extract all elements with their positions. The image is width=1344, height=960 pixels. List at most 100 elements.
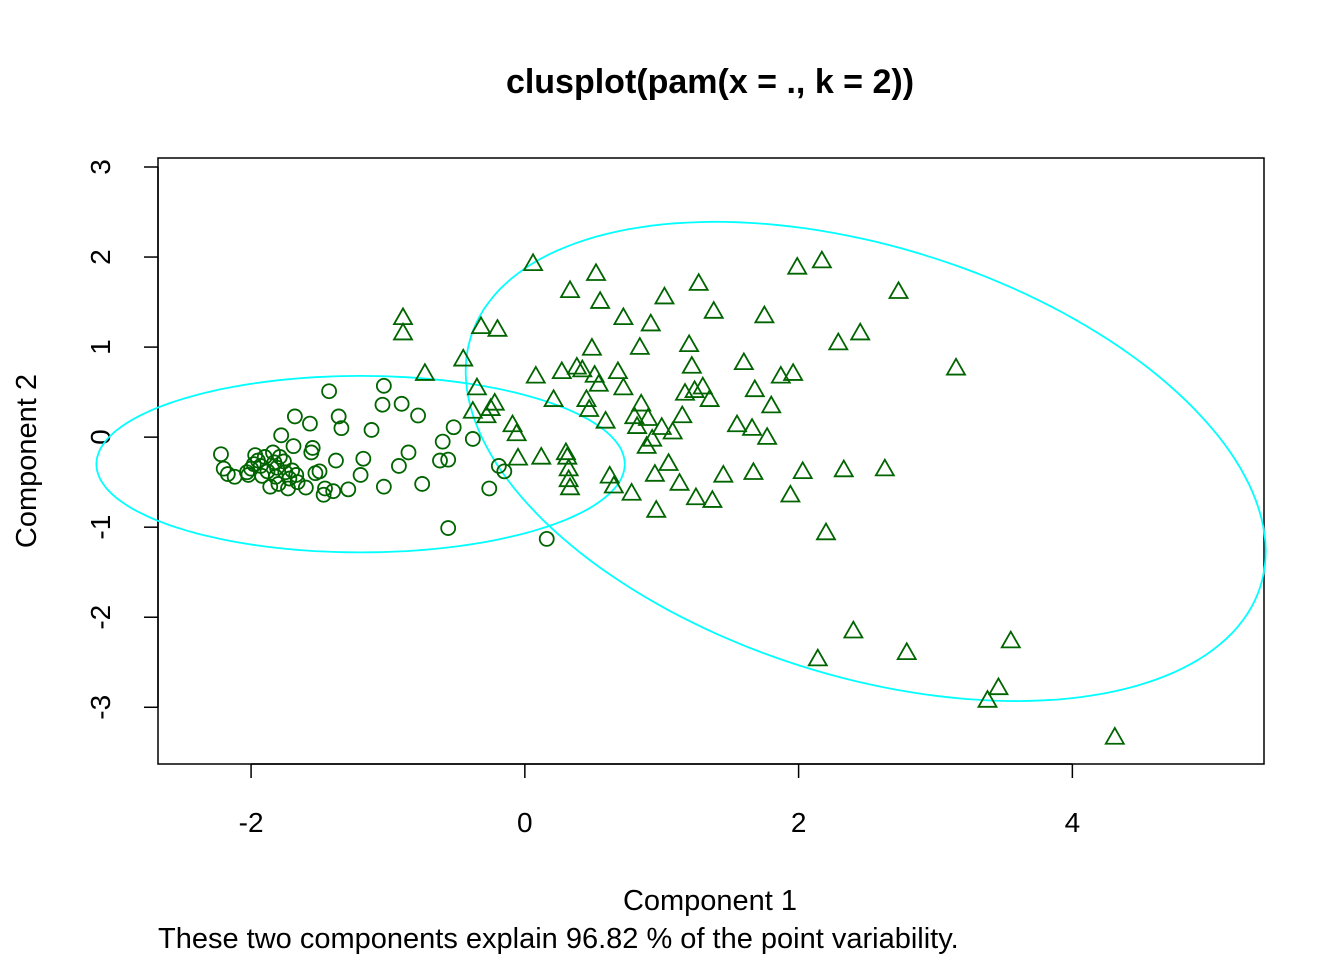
cluster-1-point — [432, 452, 448, 469]
cluster-1-point — [445, 419, 462, 436]
cluster-1-point — [330, 408, 347, 425]
cluster-2-point — [603, 474, 625, 494]
cluster-2-point — [466, 376, 488, 396]
cluster-2-point — [744, 378, 766, 398]
cluster-2-point — [525, 365, 547, 384]
cluster-2-point — [827, 331, 849, 351]
cluster-2-point — [792, 460, 814, 480]
cluster-2-point — [811, 249, 833, 269]
y-tick-label: 2 — [85, 249, 116, 265]
cluster-2-point — [612, 306, 634, 326]
cluster-2-point — [392, 306, 414, 326]
x-axis: -2 0 2 4 — [239, 763, 1080, 838]
cluster-1-point — [355, 450, 372, 467]
cluster-1-point — [496, 463, 513, 480]
cluster-2-point — [640, 312, 662, 332]
cluster-1-point — [333, 420, 350, 437]
cluster-2-point — [559, 279, 581, 299]
cluster-2-point — [668, 472, 691, 491]
cluster-2-point — [671, 404, 693, 424]
x-tick-label: 0 — [517, 807, 533, 838]
cluster-2-point — [621, 482, 643, 501]
cluster-2-point — [392, 321, 414, 341]
chart-subtitle: These two components explain 96.82 % of … — [158, 923, 959, 955]
cluster-2-point — [551, 360, 573, 380]
cluster-1-point — [440, 520, 457, 536]
cluster-1-point — [317, 480, 333, 497]
cluster-1-point — [464, 431, 481, 447]
chart-title: clusplot(pam(x = ., k = 2)) — [506, 63, 914, 101]
cluster-2-point — [595, 410, 617, 429]
cluster-2-point — [703, 300, 725, 319]
cluster-1-ellipse — [95, 374, 626, 554]
cluster-2-point — [558, 457, 580, 477]
y-axis: -3 -2 -1 0 1 2 3 — [85, 159, 159, 720]
cluster-1-point — [391, 458, 407, 474]
cluster-2-point — [887, 280, 910, 299]
y-tick-label: 1 — [85, 339, 116, 355]
cluster-2-point — [849, 321, 871, 341]
cluster-2-point — [462, 400, 484, 419]
cluster-1-point — [297, 479, 314, 496]
cluster-2-point — [987, 676, 1010, 696]
cluster-2-point — [645, 499, 667, 518]
cluster-1-point — [304, 440, 321, 456]
cluster-2-point — [699, 388, 721, 407]
cluster-1-point — [352, 467, 369, 483]
cluster-2-point — [566, 356, 588, 375]
cluster-2-point — [753, 304, 775, 324]
y-axis-title: Component 2 — [11, 374, 43, 548]
cluster-2-point — [678, 333, 700, 353]
cluster-2-point — [688, 272, 710, 291]
cluster-2-point — [644, 463, 666, 482]
cluster-1-point — [276, 453, 292, 470]
cluster-2-point — [842, 619, 864, 639]
cluster-2-point — [630, 393, 652, 412]
cluster-2-point — [506, 422, 528, 442]
cluster-1-point — [538, 530, 555, 547]
cluster-2-point — [486, 318, 509, 337]
cluster-1-point — [311, 463, 328, 480]
cluster-1-point — [374, 396, 391, 413]
cluster-2-point — [741, 417, 763, 436]
cluster-1-point — [434, 433, 451, 450]
plot-frame — [157, 157, 1265, 765]
y-tick-label: 0 — [85, 429, 116, 445]
cluster-2-point — [756, 426, 778, 445]
cluster-2-point — [612, 376, 634, 396]
cluster-1-point — [302, 415, 318, 432]
cluster-1-point — [321, 383, 338, 400]
cluster-2-point — [571, 358, 593, 378]
cluster-1-point — [219, 466, 236, 482]
cluster-2-point — [653, 285, 676, 305]
cluster-2-point — [779, 483, 801, 503]
cluster-2-point — [637, 407, 659, 426]
cluster-1-point — [315, 486, 332, 503]
cluster-2-point — [786, 256, 808, 275]
cluster-1-point — [490, 458, 507, 474]
cluster-1-point — [340, 481, 357, 498]
cluster-2-point — [1104, 726, 1126, 745]
cluster-1-point — [288, 467, 305, 483]
cluster-2-point — [585, 262, 607, 281]
cluster-2-point — [692, 375, 714, 395]
cluster-1-point — [393, 395, 410, 412]
cluster-2-point — [874, 457, 896, 477]
cluster-1-point — [400, 444, 417, 461]
cluster-2-point — [558, 468, 580, 488]
cluster-2-point — [588, 373, 610, 392]
cluster-2-point — [522, 252, 544, 272]
cluster-2-point — [712, 464, 734, 483]
cluster-2-point — [681, 355, 703, 374]
cluster-2-point — [701, 489, 723, 508]
cluster-ellipses — [95, 220, 1267, 703]
cluster-2-point — [589, 290, 611, 309]
cluster-2-point — [742, 461, 764, 480]
cluster-2-point — [815, 521, 837, 541]
y-tick-label: 3 — [85, 159, 116, 175]
cluster-2-point — [559, 476, 581, 496]
y-tick-label: -2 — [85, 605, 116, 630]
cluster-1-point — [410, 407, 426, 424]
y-tick-label: -3 — [85, 695, 116, 720]
cluster-2-point — [833, 458, 855, 478]
